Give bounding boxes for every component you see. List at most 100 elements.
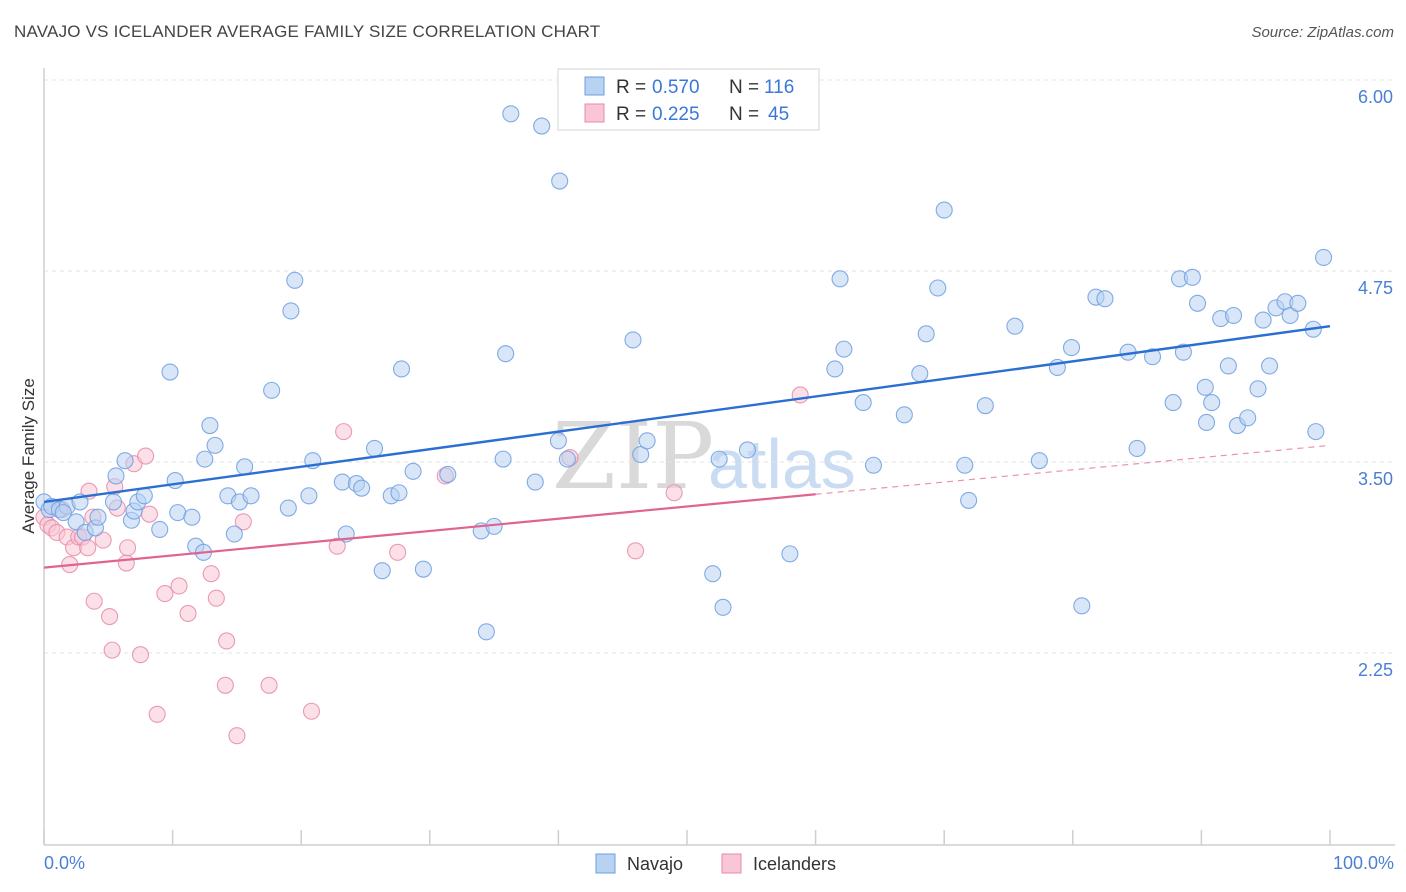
navajo-point	[826, 360, 844, 378]
icelanders-n-label: N =	[729, 104, 759, 125]
navajo-point	[365, 439, 384, 457]
y-tick-label: 4.75	[1358, 278, 1393, 298]
navajo-point	[1143, 348, 1162, 366]
icelander-point	[179, 604, 197, 623]
navajo-point	[714, 598, 732, 616]
navajo-point	[781, 545, 799, 563]
navajo-point	[704, 565, 722, 583]
navajo-point	[835, 340, 853, 358]
navajo-point	[206, 436, 224, 454]
navajo-point	[353, 479, 371, 497]
navajo-point	[1281, 306, 1299, 325]
navajo-point	[1188, 294, 1207, 312]
navajo-point	[526, 473, 544, 491]
navajo-point	[710, 450, 728, 468]
icelander-point	[103, 641, 121, 659]
navajo-point	[236, 458, 254, 476]
icelander-point	[137, 447, 155, 465]
navajo-point	[497, 345, 515, 363]
navajo-point	[135, 487, 153, 505]
navajo-point	[624, 331, 642, 349]
icelander-point	[228, 727, 246, 745]
icelander-point	[216, 676, 234, 694]
navajo-point	[392, 360, 411, 378]
navajo-point	[1254, 311, 1272, 329]
navajo-point	[439, 465, 457, 483]
y-tick-label: 6.00	[1358, 87, 1393, 107]
navajo-point	[1203, 394, 1221, 412]
y-tick-labels: 6.00 4.75 3.50 2.25	[1358, 87, 1393, 680]
navajo-point	[300, 487, 318, 505]
navajo-point	[1225, 306, 1243, 325]
icelanders-r-value: 0.225	[652, 104, 700, 125]
navajo-point	[1289, 294, 1307, 312]
y-tick-label: 2.25	[1358, 660, 1393, 680]
icelander-point	[140, 505, 159, 523]
navajo-stats-swatch	[584, 76, 605, 96]
navajo-point	[917, 325, 935, 343]
icelander-point	[117, 554, 135, 572]
x-tick-label-max: 100.0%	[1333, 853, 1394, 873]
icelanders-stats-swatch	[584, 103, 605, 123]
navajo-point	[201, 416, 219, 435]
navajo-point	[1197, 413, 1216, 432]
navajo-point	[1219, 357, 1237, 375]
navajo-point	[1249, 380, 1267, 398]
navajo-point	[169, 504, 187, 522]
icelander-point	[119, 539, 137, 557]
gridlines	[44, 79, 1395, 654]
icelander-point	[627, 542, 645, 560]
navajo-point	[638, 432, 656, 450]
navajo-points	[35, 105, 1333, 641]
icelander-point	[101, 607, 119, 626]
navajo-point	[151, 520, 169, 538]
navajo-point	[854, 394, 872, 412]
icelander-point	[170, 577, 188, 595]
stats-box: R = 0.570 N = 116 R = 0.225 N = 45	[557, 68, 820, 131]
navajo-point	[494, 450, 512, 468]
navajo-point	[911, 365, 929, 383]
navajo-point	[477, 623, 495, 641]
navajo-point	[533, 117, 551, 135]
navajo-point	[166, 471, 184, 490]
navajo-point	[929, 279, 947, 297]
chart-title: NAVAJO VS ICELANDER AVERAGE FAMILY SIZE …	[14, 22, 601, 41]
navajo-point	[414, 560, 432, 578]
navajo-trend-line	[43, 325, 1331, 504]
icelander-point	[79, 539, 97, 557]
x-tick-label-min: 0.0%	[44, 853, 85, 873]
navajo-n-label: N =	[729, 77, 759, 98]
navajo-point	[935, 201, 953, 219]
navajo-point	[390, 484, 408, 502]
icelanders-trend-extension	[815, 444, 1331, 495]
navajo-point	[373, 562, 391, 580]
icelander-point	[328, 537, 346, 555]
navajo-point	[1315, 248, 1333, 266]
navajo-point	[1062, 339, 1081, 357]
legend-swatch-icelanders	[721, 853, 742, 874]
icelander-point	[85, 592, 103, 610]
navajo-point	[549, 432, 567, 450]
navajo-point	[956, 456, 974, 474]
icelander-point	[389, 543, 407, 561]
navajo-point	[1073, 597, 1091, 615]
navajo-point	[551, 172, 569, 190]
navajo-point	[225, 525, 243, 543]
icelanders-trend-line	[43, 493, 816, 569]
navajo-point	[263, 381, 281, 399]
icelander-point	[302, 702, 321, 720]
navajo-point	[286, 271, 304, 289]
navajo-point	[558, 450, 576, 468]
navajo-point	[242, 487, 260, 505]
navajo-point	[1096, 290, 1114, 308]
axes	[43, 68, 1395, 846]
navajo-point	[104, 493, 122, 511]
navajo-n-value: 116	[764, 77, 794, 98]
navajo-point	[1183, 268, 1201, 286]
legend-swatch-navajo	[595, 853, 616, 874]
icelander-point	[260, 676, 278, 694]
navajo-r-value: 0.570	[652, 77, 700, 98]
navajo-point	[89, 508, 107, 526]
legend-label-navajo: Navajo	[627, 854, 683, 874]
